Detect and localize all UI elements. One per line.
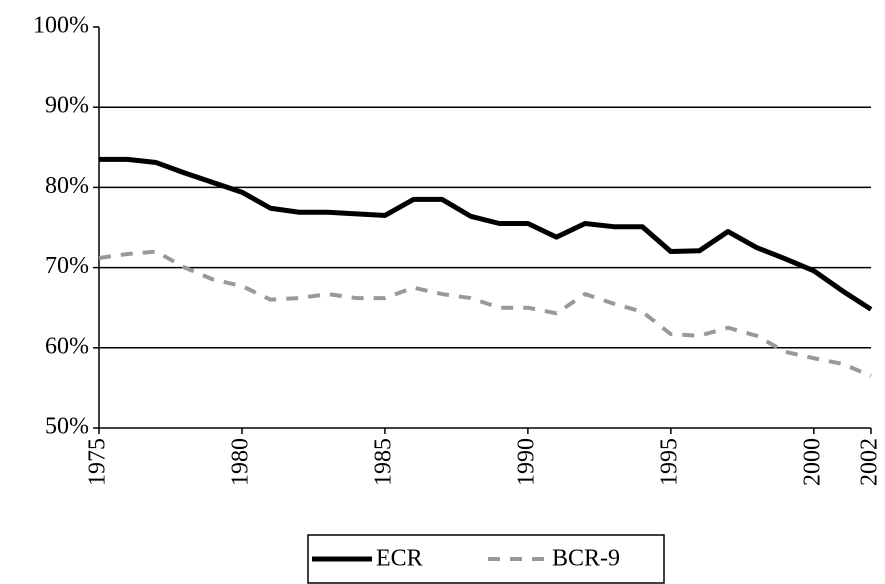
x-tick-label: 1980 [227,438,253,486]
y-tick-label: 50% [45,414,89,440]
x-tick-label: 1990 [513,438,539,486]
line-series [98,249,872,378]
y-tick-label: 90% [45,93,89,119]
line-series [99,156,873,312]
y-tick-label: 70% [45,253,89,279]
y-tick-label: 60% [45,333,89,359]
y-tick-label: 80% [45,173,89,199]
x-tick-label: 2002 [857,438,883,486]
legend-label: ECR [376,546,423,572]
x-tick-label: 1995 [656,438,682,486]
x-tick-label: 2000 [799,438,825,486]
x-tick-label: 1975 [85,438,111,486]
y-tick-label: 100% [33,13,89,39]
legend-label: BCR-9 [552,546,620,572]
x-tick-label: 1985 [370,438,396,486]
